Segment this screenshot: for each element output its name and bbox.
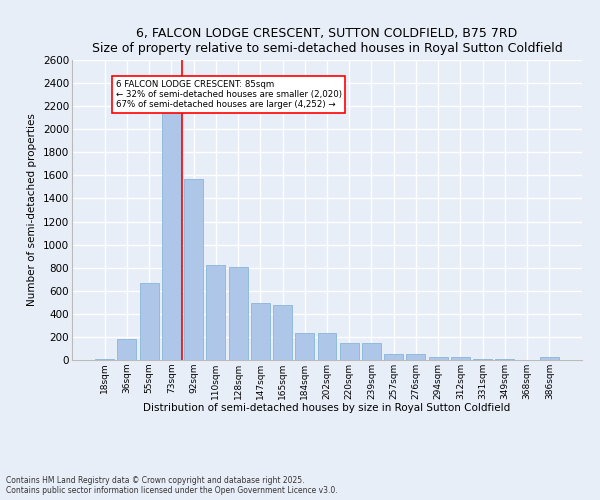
X-axis label: Distribution of semi-detached houses by size in Royal Sutton Coldfield: Distribution of semi-detached houses by …: [143, 404, 511, 413]
Bar: [451, 356, 470, 360]
Bar: [384, 354, 403, 360]
Text: Contains HM Land Registry data © Crown copyright and database right 2025.
Contai: Contains HM Land Registry data © Crown c…: [6, 476, 338, 495]
Bar: [118, 339, 136, 360]
Bar: [140, 282, 158, 360]
Bar: [317, 334, 337, 360]
Bar: [206, 266, 225, 360]
Text: 6 FALCON LODGE CRESCENT: 85sqm
← 32% of semi-detached houses are smaller (2,020): 6 FALCON LODGE CRESCENT: 85sqm ← 32% of …: [116, 80, 342, 110]
Bar: [251, 304, 270, 360]
Bar: [540, 356, 559, 360]
Bar: [229, 266, 248, 360]
Bar: [429, 356, 448, 360]
Bar: [406, 354, 425, 360]
Bar: [273, 304, 292, 360]
Bar: [295, 334, 314, 360]
Bar: [184, 179, 203, 360]
Bar: [340, 344, 359, 360]
Bar: [162, 112, 181, 360]
Y-axis label: Number of semi-detached properties: Number of semi-detached properties: [28, 114, 37, 306]
Bar: [362, 344, 381, 360]
Bar: [473, 359, 492, 360]
Bar: [496, 359, 514, 360]
Title: 6, FALCON LODGE CRESCENT, SUTTON COLDFIELD, B75 7RD
Size of property relative to: 6, FALCON LODGE CRESCENT, SUTTON COLDFIE…: [92, 26, 562, 54]
